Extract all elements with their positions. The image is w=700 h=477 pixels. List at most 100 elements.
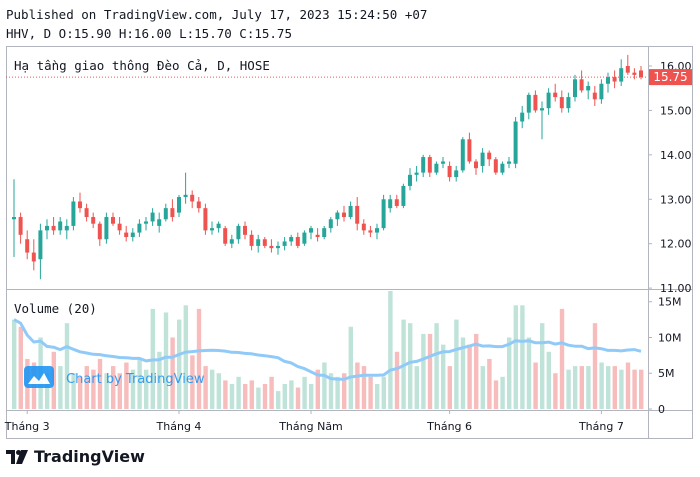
candle-body	[262, 239, 267, 246]
candle-body	[163, 208, 168, 220]
volume-bar	[434, 323, 439, 409]
candle-body	[322, 228, 327, 238]
volume-bar	[513, 305, 518, 409]
candle-body	[408, 174, 412, 186]
candle-body	[295, 237, 300, 246]
volume-bar	[606, 366, 611, 409]
volume-bar	[64, 323, 70, 409]
volume-bar	[540, 323, 545, 409]
volume-bar	[599, 362, 604, 409]
volume-bar	[196, 308, 202, 409]
candle-body	[25, 239, 30, 253]
candle-body	[183, 194, 188, 198]
volume-bar	[91, 369, 96, 409]
volume-bar	[71, 373, 76, 409]
price-tick-label: 15.00	[660, 104, 692, 117]
volume-bar	[302, 376, 307, 409]
volume-bar	[375, 383, 380, 409]
candle-body	[315, 234, 320, 238]
time-tick-label: Tháng 7	[578, 420, 624, 433]
volume-bar	[487, 358, 492, 409]
volume-bar	[309, 383, 314, 409]
volume-bar	[157, 351, 162, 409]
watermark: Chart by TradingView	[24, 366, 205, 388]
volume-bar	[249, 380, 254, 409]
volume-bar	[368, 376, 373, 409]
candle-body	[249, 234, 254, 246]
candle-body	[71, 201, 76, 226]
tradingview-logo-icon	[6, 449, 28, 464]
watermark-mountain-icon	[28, 373, 50, 384]
candle-body	[210, 228, 214, 231]
candle-body	[78, 201, 82, 209]
volume-bar	[177, 319, 182, 409]
candle-body	[282, 241, 287, 246]
candle-body	[553, 92, 558, 98]
last-price-badge-bg	[649, 69, 692, 86]
volume-bar	[104, 373, 109, 409]
ohlc-legend: HHV, D O:15.90 H:16.00 L:15.70 C:15.75	[6, 26, 292, 41]
candle-body	[500, 163, 505, 173]
volume-bar	[216, 373, 221, 409]
volume-bars	[12, 291, 644, 409]
volume-tick-label: 15M	[658, 296, 682, 309]
volume-bar	[203, 366, 208, 409]
candle-body	[586, 85, 591, 91]
candle-body	[507, 161, 511, 164]
candle-body	[520, 112, 525, 122]
volume-bar	[262, 383, 268, 409]
volume-bar	[130, 369, 136, 409]
candle-body	[573, 79, 577, 98]
candle-body	[104, 217, 109, 240]
candle-body	[45, 225, 49, 231]
volume-bar	[137, 358, 142, 409]
volume-bar	[190, 355, 195, 409]
candle-body	[342, 212, 346, 218]
volume-bar	[612, 366, 617, 409]
candle-body	[223, 228, 228, 244]
volume-bar	[566, 369, 571, 409]
last-price-badge: 15.75	[649, 69, 692, 86]
volume-bar	[526, 337, 532, 409]
volume-bar	[183, 305, 188, 409]
candle-body	[559, 97, 564, 109]
volume-bar	[282, 383, 287, 409]
volume-bar	[117, 373, 122, 409]
volume-bar	[269, 376, 274, 409]
time-tick-label: Tháng 6	[426, 420, 472, 433]
volume-bar	[170, 337, 175, 409]
volume-bar	[427, 333, 433, 409]
candle-body	[31, 252, 36, 262]
candle-body	[368, 230, 373, 233]
volume-bar	[493, 380, 499, 409]
time-tick-label: Tháng Năm	[278, 420, 343, 433]
candle-body	[493, 159, 498, 173]
volume-bar	[97, 358, 103, 409]
volume-bar	[533, 362, 538, 409]
volume-bar	[592, 323, 598, 409]
candle-body	[639, 70, 643, 78]
volume-label: Volume (20)	[14, 301, 97, 316]
candle-body	[427, 157, 432, 173]
candle-body	[566, 97, 571, 109]
candle-body	[190, 194, 195, 202]
candle-body	[487, 152, 492, 160]
volume-tick-label: 0	[658, 403, 665, 416]
candle-body	[414, 172, 419, 175]
volume-bar	[447, 366, 452, 409]
candle-body	[203, 208, 208, 231]
candle-body	[619, 68, 624, 82]
watermark-logo-icon	[24, 366, 54, 388]
candle-body	[196, 201, 201, 209]
candle-body	[460, 139, 465, 171]
candle-body	[612, 77, 617, 82]
volume-bar	[394, 351, 400, 409]
volume-bar	[414, 366, 419, 409]
volume-bar	[229, 383, 235, 409]
candle-body	[394, 199, 399, 206]
volume-bar	[144, 369, 149, 409]
candle-body	[64, 225, 69, 231]
candle-body	[441, 161, 445, 164]
